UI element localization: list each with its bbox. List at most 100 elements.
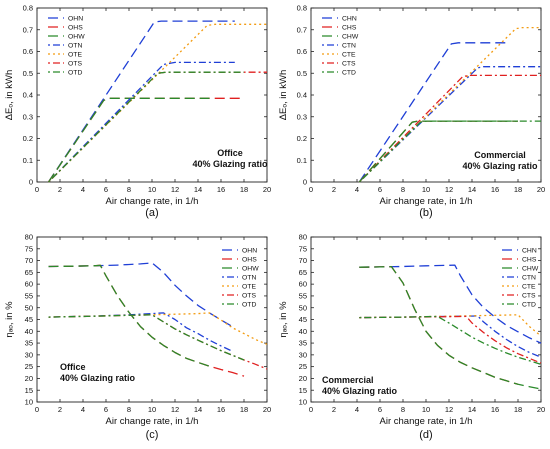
x-tick-label: 2	[58, 185, 62, 194]
y-tick-label: 0.6	[297, 47, 307, 56]
x-tick-label: 12	[445, 185, 453, 194]
legend: OHN OHS OHW OTN OTE OTS OTD	[222, 248, 259, 309]
y-tick-label: 10	[299, 398, 307, 407]
y-tick-label: 0.6	[23, 47, 33, 56]
legend-entry: OHW	[68, 34, 85, 41]
y-tick-label: 45	[299, 315, 307, 324]
y-tick-label: 30	[299, 350, 307, 359]
panel-label: (a)	[145, 207, 158, 219]
y-tick-label: 50	[25, 303, 33, 312]
legend-entry: CHW	[342, 34, 359, 41]
chart-annotation: Office	[217, 148, 243, 158]
y-tick-label: 70	[25, 256, 33, 265]
legend: CHN CHS CHW CTN CTE CTS CTD	[502, 248, 539, 309]
legend-entry: CTD	[342, 70, 356, 77]
x-tick-label: 8	[401, 185, 405, 194]
y-tick-label: 65	[299, 268, 307, 277]
y-tick-label: 75	[299, 244, 307, 253]
y-tick-label: 15	[25, 386, 33, 395]
legend-entry: OTD	[242, 302, 256, 309]
y-tick-label: 55	[299, 292, 307, 301]
y-tick-label: 0.1	[297, 156, 307, 165]
chart-panel: 0 2 4 6 8 10 12 14 16 18 20 10 15 20 25 30 35 40 45 50 55 60 6…	[278, 233, 545, 441]
y-tick-label: 25	[25, 362, 33, 371]
chart-annotation: Commercial	[322, 375, 374, 385]
chart-annotation: 40% Glazing ratio	[462, 161, 538, 171]
x-tick-label: 0	[309, 185, 313, 194]
y-tick-label: 0.7	[23, 25, 33, 34]
series-line-cts	[359, 315, 542, 364]
x-tick-label: 20	[263, 405, 271, 414]
legend-entry: OHW	[242, 266, 259, 273]
y-tick-label: 60	[25, 280, 33, 289]
chart-annotation: Office	[60, 362, 86, 372]
legend-entry: CTN	[342, 43, 356, 50]
series-line-ohn	[47, 20, 235, 183]
y-tick-label: 45	[25, 315, 33, 324]
legend-entry: OHS	[242, 257, 257, 264]
x-tick-label: 4	[81, 185, 85, 194]
x-tick-label: 16	[217, 405, 225, 414]
series-line-otn	[48, 61, 235, 183]
panel-label: (b)	[419, 207, 432, 219]
x-tick-label: 14	[194, 185, 202, 194]
y-axis-label: ηₐₒ, in %	[278, 301, 289, 338]
y-tick-label: 0.1	[23, 156, 33, 165]
legend-entry: OHS	[68, 25, 83, 32]
y-tick-label: 0.7	[297, 25, 307, 34]
x-tick-label: 16	[491, 405, 499, 414]
y-tick-label: 0	[29, 178, 33, 187]
series-line-chw	[359, 266, 542, 390]
series-line-ots	[48, 314, 268, 370]
series-line-otd	[48, 314, 245, 361]
x-tick-label: 4	[355, 185, 359, 194]
legend-entry: OTE	[68, 52, 82, 59]
x-tick-label: 20	[537, 405, 545, 414]
legend-entry: OTN	[68, 43, 82, 50]
legend-entry: CTS	[342, 61, 356, 68]
legend-entry: CHN	[342, 16, 357, 23]
y-tick-label: 0.3	[23, 112, 33, 121]
series-line-ohw	[48, 264, 210, 367]
y-tick-label: 35	[299, 339, 307, 348]
x-axis-label: Air change rate, in 1/h	[380, 196, 473, 207]
chart-annotation: 40% Glazing ratio	[192, 159, 268, 169]
panel-label: (d)	[419, 429, 432, 441]
series-line-cts	[358, 74, 541, 183]
y-tick-label: 0.8	[297, 4, 307, 13]
series-line-chw	[358, 120, 518, 183]
x-tick-label: 18	[514, 185, 522, 194]
x-tick-label: 4	[81, 405, 85, 414]
x-tick-label: 6	[104, 185, 108, 194]
x-tick-label: 10	[422, 405, 430, 414]
panel-label: (c)	[146, 429, 159, 441]
legend-entry: OTS	[68, 61, 82, 68]
y-tick-label: 15	[299, 386, 307, 395]
x-tick-label: 20	[537, 185, 545, 194]
y-tick-label: 0.4	[23, 91, 33, 100]
x-axis-label: Air change rate, in 1/h	[106, 196, 199, 207]
legend-entry: CHW	[522, 266, 539, 273]
x-tick-label: 12	[445, 405, 453, 414]
series-line-ctd	[359, 315, 542, 365]
y-tick-label: 0.8	[23, 4, 33, 13]
chart-panel: 0 2 4 6 8 10 12 14 16 18 20 0 0.1 0.2 0.3 0.4 0.5 0.6 0.7 0…	[278, 4, 545, 219]
y-tick-label: 35	[25, 339, 33, 348]
chart-panel: 0 2 4 6 8 10 12 14 16 18 20 10 15 20 25 30 35 40 45 50 55 60 6…	[4, 233, 271, 441]
x-tick-label: 10	[422, 185, 430, 194]
y-tick-label: 0.4	[297, 91, 307, 100]
chart-annotation: 40% Glazing ratio	[322, 386, 398, 396]
x-tick-label: 18	[240, 405, 248, 414]
y-tick-label: 0	[303, 178, 307, 187]
x-tick-label: 8	[127, 185, 131, 194]
legend-entry: OTN	[242, 275, 256, 282]
x-tick-label: 14	[468, 405, 476, 414]
y-tick-label: 0.2	[23, 134, 33, 143]
series-line-ctn	[358, 66, 541, 183]
legend-entry: OHN	[68, 16, 83, 23]
y-tick-label: 55	[25, 292, 33, 301]
y-tick-label: 70	[299, 256, 307, 265]
y-tick-label: 40	[25, 327, 33, 336]
x-tick-label: 14	[468, 185, 476, 194]
